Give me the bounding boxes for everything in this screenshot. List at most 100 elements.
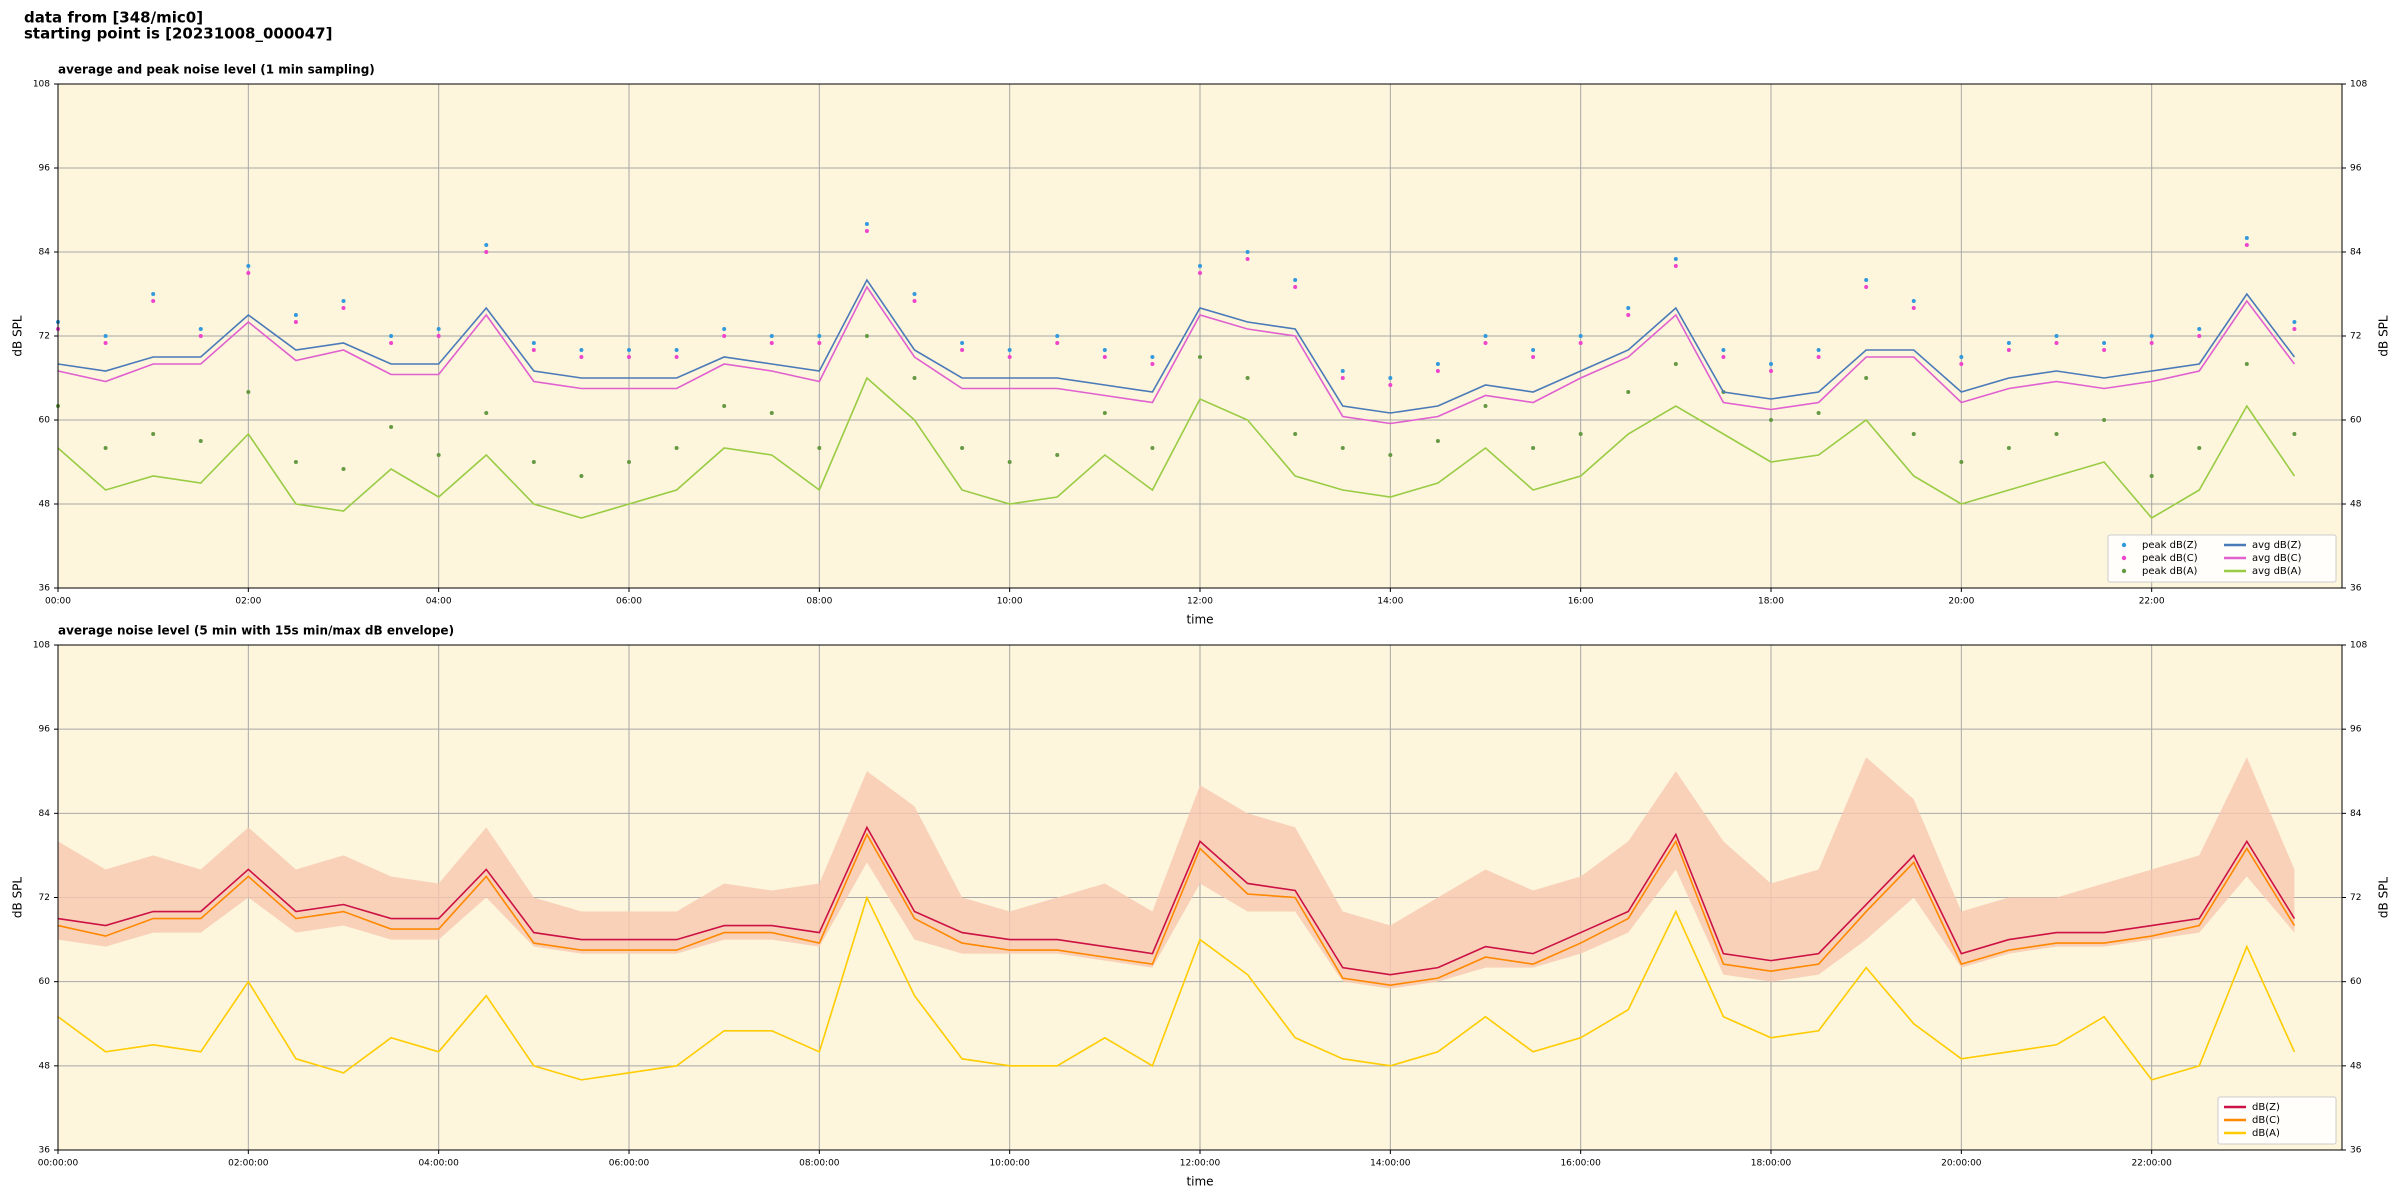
peak-point (1150, 446, 1155, 450)
x-tick-label: 18:00:00 (1751, 1159, 1792, 1169)
peak-point (1055, 341, 1060, 345)
peak-point (722, 334, 727, 338)
peak-point (484, 243, 489, 247)
peak-point (912, 376, 917, 380)
line (57, 895, 2296, 1081)
x-tick-label: 06:00 (616, 597, 642, 607)
peak-point (1150, 362, 1155, 366)
peak-point (1626, 313, 1631, 317)
line (57, 376, 2296, 520)
x-tick-label: 12:00 (1187, 597, 1213, 607)
x-tick-label: 16:00:00 (1560, 1159, 1601, 1169)
peak-point (2292, 432, 2297, 436)
y-tick-label: 60 (39, 416, 51, 426)
peak-point (1483, 334, 1488, 338)
peak-point (1245, 257, 1250, 261)
x-tick-label: 20:00 (1948, 597, 1974, 607)
y-tick-label: 72 (39, 893, 50, 903)
peak-point (1531, 348, 1536, 352)
y-tick-label: 84 (2350, 809, 2362, 819)
y-tick-label: 84 (2350, 248, 2362, 258)
peak-point (1816, 411, 1821, 415)
x-tick-label: 20:00:00 (1941, 1159, 1982, 1169)
peak-point (2149, 341, 2154, 345)
peak-point (246, 390, 251, 394)
legend-label: avg dB(Z) (2252, 540, 2302, 551)
peak-point (1959, 362, 1964, 366)
peak-point (2197, 327, 2202, 331)
peak-point (2292, 327, 2297, 331)
peak-point (246, 264, 251, 268)
peak-point (1959, 355, 1964, 359)
x-tick-label: 04:00:00 (418, 1159, 459, 1169)
peak-point (436, 334, 441, 338)
peak-point (1198, 271, 1202, 275)
y-tick-label: 72 (2350, 893, 2361, 903)
peak-point (1673, 264, 1678, 268)
peak-point (1102, 411, 1107, 415)
peak-point (1007, 348, 1012, 352)
peak-point (293, 313, 298, 317)
peak-point (1245, 376, 1250, 380)
peak-point (2054, 334, 2059, 338)
x-tick-label: 16:00 (1568, 597, 1594, 607)
x-tick-label: 08:00:00 (799, 1159, 840, 1169)
peak-point (1007, 460, 1012, 464)
peak-point (2197, 334, 2202, 338)
peak-point (1911, 306, 1916, 310)
peak-point (1340, 376, 1345, 380)
peak-point (674, 348, 679, 352)
peak-point (1435, 362, 1440, 366)
peak-point (2244, 243, 2249, 247)
x-axis-label: time (1186, 1175, 1213, 1189)
legend-label: avg dB(C) (2252, 553, 2302, 564)
peak-point (1293, 285, 1298, 289)
peak-point (2054, 432, 2059, 436)
peak-point (103, 341, 108, 345)
peak-point (1388, 383, 1393, 387)
peak-point (864, 334, 869, 338)
y-axis-label: dB SPL (2377, 877, 2391, 919)
peak-point (1531, 446, 1536, 450)
peak-point (2244, 362, 2249, 366)
peak-point (1626, 306, 1631, 310)
peak-point (579, 355, 584, 359)
chart-title: average noise level (5 min with 15s min/… (58, 624, 454, 638)
peak-point (1911, 299, 1916, 303)
y-tick-label: 36 (39, 1146, 51, 1156)
peak-point (1435, 369, 1440, 373)
peak-point (1769, 418, 1773, 422)
peak-point (864, 229, 869, 233)
peak-point (1388, 453, 1393, 457)
peak-point (293, 320, 298, 324)
line (57, 832, 2296, 986)
peak-point (2102, 341, 2107, 345)
x-tick-label: 02:00:00 (228, 1159, 269, 1169)
y-tick-label: 84 (39, 248, 51, 258)
peak-point (198, 439, 203, 443)
peak-point (436, 327, 441, 331)
peak-point (1959, 460, 1964, 464)
legend-box (2107, 534, 2337, 583)
peak-point (198, 334, 203, 338)
peak-point (1673, 257, 1678, 261)
peak-point (1673, 362, 1678, 366)
chart-title: average and peak noise level (1 min samp… (58, 63, 375, 77)
peak-point (1435, 439, 1440, 443)
peak-point (389, 425, 394, 429)
peak-point (341, 306, 346, 310)
peak-point (103, 334, 108, 338)
x-tick-label: 10:00 (997, 597, 1023, 607)
peak-point (960, 341, 965, 345)
y-tick-label: 36 (2350, 1146, 2362, 1156)
legend-label: peak dB(A) (2142, 566, 2198, 577)
peak-point (1055, 453, 1060, 457)
peak-point (722, 404, 727, 408)
peak-point (1864, 278, 1869, 282)
peak-point (1483, 341, 1488, 345)
plot-frame (57, 644, 2343, 1151)
x-axis-label: time (1186, 613, 1213, 627)
legend-label: dB(A) (2252, 1128, 2280, 1139)
peak-point (674, 355, 679, 359)
peak-point (864, 222, 869, 226)
